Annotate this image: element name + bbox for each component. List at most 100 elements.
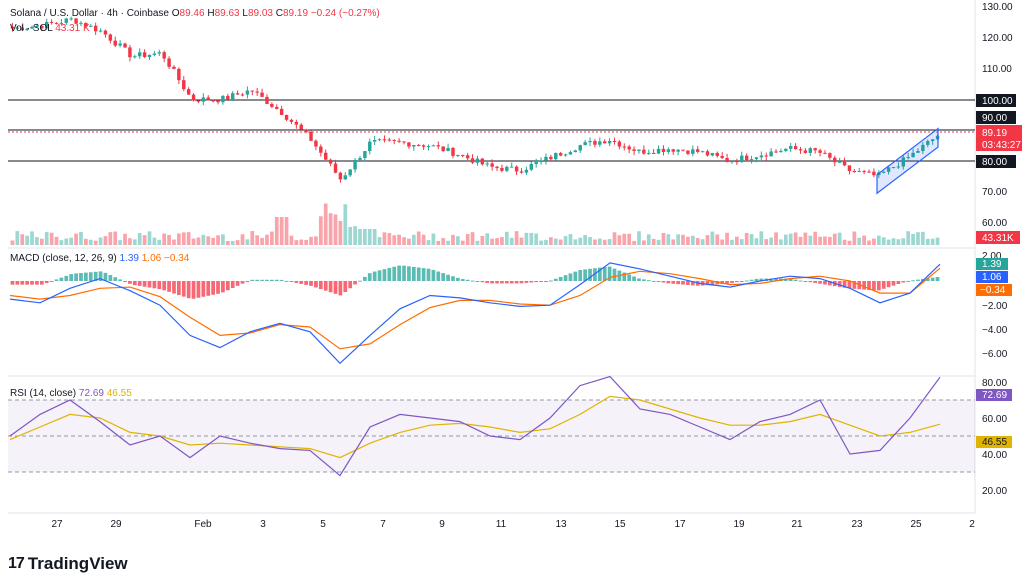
volume-bar [152, 237, 157, 245]
candle-body [240, 94, 245, 96]
ascending-channel[interactable] [876, 127, 939, 195]
rsi-label[interactable]: RSI (14, close) [10, 388, 77, 399]
volume-bar [480, 235, 485, 245]
volume-bar [578, 237, 583, 245]
candle-body [744, 155, 749, 161]
volume-bar [534, 233, 539, 245]
macd-hist-bar [485, 281, 490, 283]
rsi-axis[interactable]: 80.00 60.00 40.00 20.00 72.69 46.55 [976, 378, 1012, 497]
volume-bar [593, 239, 597, 245]
volume-bar [808, 235, 813, 245]
tradingview-brand[interactable]: 17 TradingView [8, 554, 128, 574]
macd-hist-bar [793, 279, 798, 281]
macd-hist-bar [54, 279, 59, 281]
price-tick: 130.00 [982, 2, 1013, 13]
candle-body [891, 167, 896, 169]
candle-body [191, 94, 196, 101]
channel-band[interactable] [876, 127, 939, 195]
macd-axis[interactable]: 2.00 −2.00 −4.00 −6.00 1.39 1.06 −0.34 [976, 251, 1012, 360]
macd-hist-bar [876, 281, 881, 291]
volume-bar [333, 214, 338, 245]
macd-hist-bar [191, 281, 196, 299]
signal-value: 1.06 [141, 253, 162, 264]
volume-bar [142, 235, 147, 245]
price-tick: 70.00 [982, 187, 1007, 198]
macd-hist-bar [563, 275, 568, 281]
volume-bar [177, 233, 181, 245]
rsi-badge [976, 389, 1012, 401]
candle-body [201, 97, 206, 102]
macd-hist-bar [402, 265, 406, 281]
candle-body [431, 145, 436, 147]
volume-bar [813, 231, 818, 245]
candle-body [294, 121, 299, 125]
candle-body [573, 150, 578, 153]
macd-hist-bar [456, 277, 460, 281]
volume-bar [436, 240, 441, 245]
volume-bar [426, 240, 431, 245]
macd-hist-bar [284, 280, 289, 282]
volume-bar [147, 231, 152, 245]
candle-body [881, 171, 886, 173]
candle-body [740, 155, 744, 163]
time-axis[interactable]: 27 29 Feb 3 5 7 9 11 13 15 17 19 21 23 2… [51, 519, 975, 530]
volume-bar [597, 238, 602, 245]
volume-bar [402, 237, 406, 245]
volume-bar [79, 231, 83, 245]
candle-body [402, 141, 406, 143]
macd-hist-bar [612, 268, 617, 281]
macd-hist-bar [828, 281, 832, 286]
volume-bar [935, 237, 940, 245]
macd-hist-bar [74, 273, 78, 281]
macd-hist-bar [916, 279, 920, 281]
macd-hist-bar [35, 281, 39, 285]
candle-body [554, 153, 558, 160]
macd-hist-bar [255, 279, 260, 281]
candle-body [284, 115, 289, 120]
volume-bar [519, 237, 524, 245]
volume-bar [886, 239, 891, 245]
level-badge-80 [976, 155, 1016, 168]
macd-hist-bar [514, 281, 519, 284]
volume-bar [891, 238, 896, 245]
volume-bar [103, 236, 108, 245]
macd-pane [9, 262, 941, 365]
candle-body [54, 22, 59, 24]
macd-hist-bar [891, 281, 896, 286]
macd-hist-bar [201, 281, 206, 297]
macd-line [9, 262, 941, 365]
price-tick: 120.00 [982, 33, 1013, 44]
volume-bar [299, 239, 304, 245]
volume-bar [539, 240, 543, 245]
symbol-title[interactable]: Solana / U.S. Dollar · 4h · Coinbase [10, 8, 169, 19]
candle-body [167, 58, 171, 67]
macd-hist-bar [671, 281, 676, 284]
macd-label[interactable]: MACD (close, 12, 26, 9) [10, 253, 117, 264]
volume-bar [10, 240, 15, 245]
candle-body [377, 139, 382, 141]
volume-label[interactable]: Vol · SOL [10, 23, 53, 34]
candle-body [216, 100, 220, 103]
volume-bar [490, 238, 494, 245]
candle-body [59, 22, 64, 24]
candle-body [147, 54, 152, 57]
macd-hist-bar [627, 274, 632, 281]
tradingview-logo-icon: 17 [8, 555, 25, 572]
volume-bar [837, 232, 842, 245]
volume-bar [749, 234, 754, 245]
macd-hist-bar [837, 281, 842, 287]
candle-body [930, 139, 935, 142]
price-axis[interactable]: 130.00 120.00 110.00 70.00 60.00 [982, 2, 1013, 229]
candle-body [911, 152, 915, 158]
time-label: 7 [380, 519, 386, 530]
macd-hist-bar [686, 281, 690, 285]
volume-bar [774, 232, 778, 245]
volume-bar [456, 236, 460, 245]
macd-hist-bar [568, 273, 573, 281]
candle-body [700, 151, 705, 153]
candle-body [612, 140, 617, 142]
candle-body [837, 161, 842, 163]
macd-tick: 2.00 [982, 251, 1002, 262]
macd-hist-bar [735, 281, 739, 283]
